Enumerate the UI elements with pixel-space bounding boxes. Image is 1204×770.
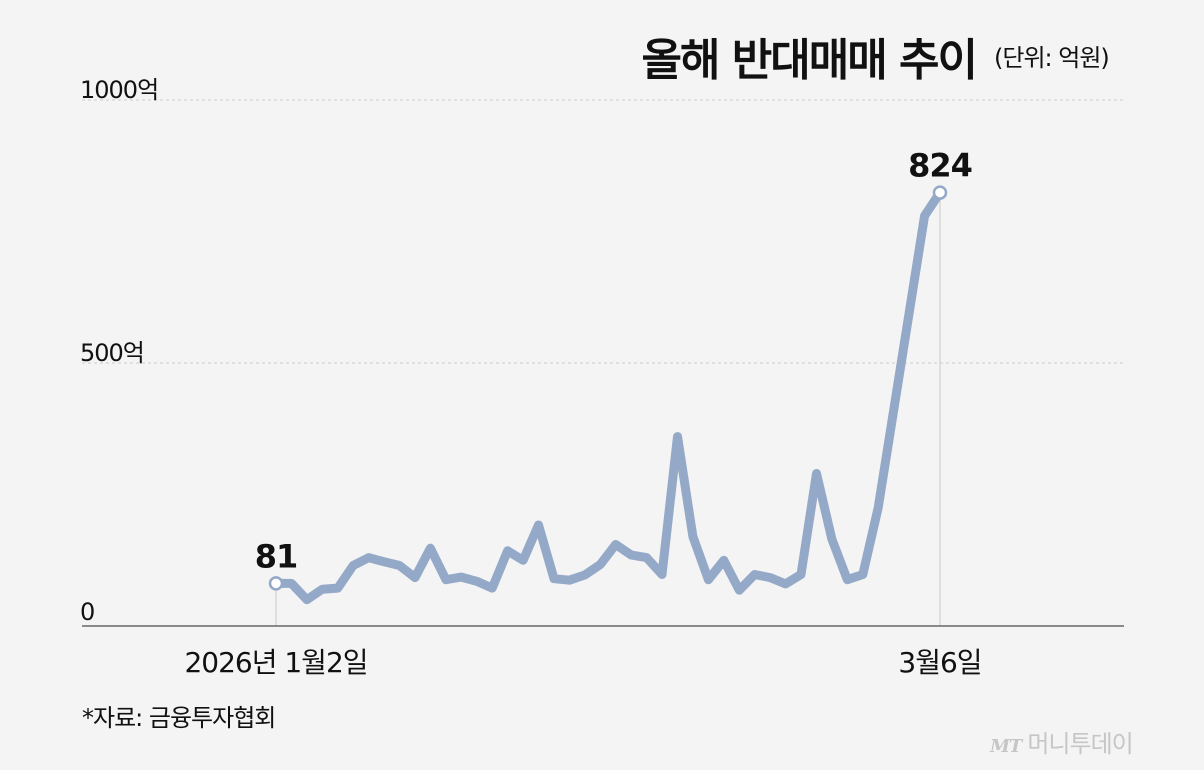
data-point-marker — [932, 185, 948, 200]
data-label: 824 — [908, 147, 972, 185]
data-point-marker — [268, 576, 284, 591]
series-line — [271, 188, 945, 605]
source-note: *자료: 금융투자협회 — [82, 704, 276, 732]
data-label: 81 — [255, 537, 298, 575]
chart-title: 올해 반대매매 추이 — [641, 35, 978, 86]
brand-name: 머니투데이 — [1027, 730, 1133, 758]
x-tick-labels: 2026년 1월2일 3월6일 — [184, 646, 982, 679]
end-markers — [268, 185, 948, 591]
unit-label: (단위: 억원) — [994, 44, 1110, 72]
brand-logo: MT 머니투데이 — [990, 724, 1134, 759]
series-line-layer — [271, 188, 945, 605]
y-tick-label: 500억 — [80, 339, 144, 367]
grid-lines — [82, 99, 1124, 364]
x-tick-label: 3월6일 — [898, 646, 981, 679]
y-tick-label: 0 — [80, 598, 94, 626]
y-tick-labels: 0 500억 1000억 — [80, 76, 159, 626]
data-labels: 81 824 — [255, 147, 973, 576]
y-tick-label: 1000억 — [80, 76, 158, 104]
brand-mark: MT — [990, 736, 1022, 757]
x-tick-label: 2026년 1월2일 — [184, 646, 367, 679]
